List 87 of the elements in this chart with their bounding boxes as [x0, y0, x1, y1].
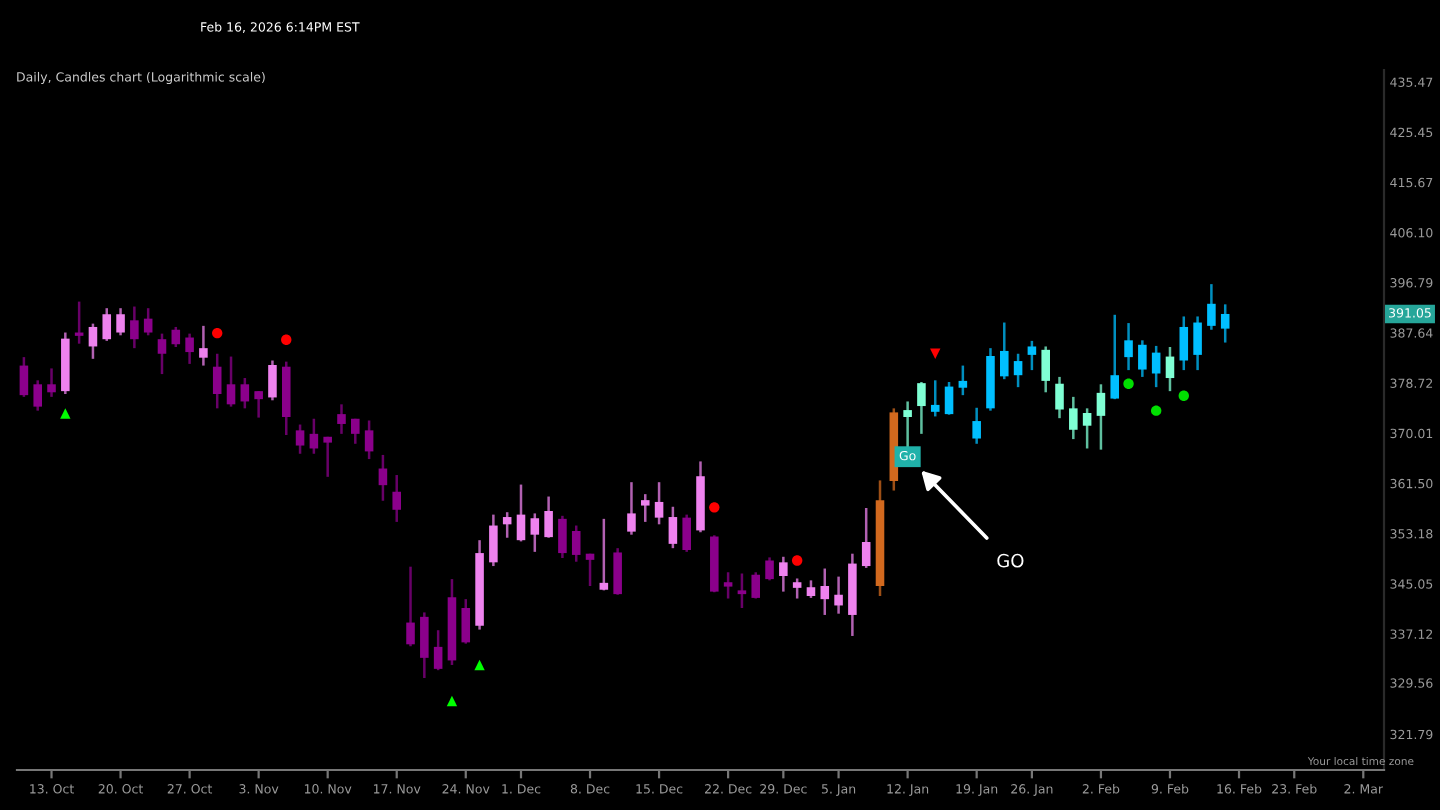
candlestick [351, 417, 360, 446]
candlestick [102, 306, 112, 343]
candlestick [116, 306, 125, 337]
candlestick [254, 389, 263, 419]
candlestick [268, 359, 277, 402]
candlestick [433, 628, 443, 672]
point [446, 695, 458, 707]
candlestick [47, 367, 56, 399]
candlestick [88, 322, 98, 361]
candlestick [157, 332, 167, 376]
candlestick [958, 364, 968, 397]
candlestick [723, 571, 733, 600]
candlestick [1165, 345, 1175, 393]
candlestick [1207, 282, 1216, 331]
candlestick [143, 306, 153, 337]
candlestick [364, 419, 374, 461]
candlestick [240, 376, 250, 410]
candlestick [226, 355, 236, 408]
candlestick [682, 513, 691, 554]
candlestick [765, 556, 774, 582]
point [212, 327, 223, 339]
candlestick [820, 567, 830, 617]
candlestick [420, 611, 429, 680]
candlestick [530, 512, 540, 554]
candlestick [1055, 375, 1064, 420]
candlestick [1220, 303, 1230, 344]
candlestick [1193, 315, 1202, 372]
candlestick [792, 577, 802, 600]
candlestick [779, 555, 788, 593]
candlestick [392, 473, 401, 524]
candlestick [1000, 321, 1009, 381]
candlestick [1138, 339, 1147, 379]
candlestick [502, 510, 512, 539]
candlestick [930, 379, 940, 418]
annotation: GO [997, 553, 1024, 568]
candlestick [1110, 313, 1120, 401]
point [474, 659, 485, 671]
candlestick [1041, 345, 1050, 394]
point [791, 555, 803, 566]
candlestick [1124, 321, 1133, 372]
point [60, 408, 71, 419]
candlestick [654, 480, 664, 526]
candlestick [613, 546, 622, 596]
candlestick [406, 565, 415, 648]
candlestick [751, 571, 761, 600]
candlestick [861, 506, 871, 570]
candlestick [944, 380, 954, 416]
candlestick [1096, 383, 1106, 451]
candlestick [295, 423, 305, 456]
candlestick [130, 305, 139, 350]
candlestick [516, 483, 526, 543]
candlestick [212, 352, 222, 410]
candlestick [378, 453, 388, 502]
candlestick [585, 552, 595, 588]
candlestick [489, 513, 498, 568]
candlestick [599, 517, 609, 592]
candlestick [185, 332, 194, 366]
candlestick [737, 572, 747, 610]
candlestick [1027, 339, 1037, 372]
candlestick [171, 325, 181, 349]
candlestick [834, 575, 843, 615]
point [1150, 405, 1162, 416]
candlestick [1069, 395, 1078, 441]
candlestick [1179, 315, 1189, 372]
candlestick [544, 495, 553, 539]
candlestick [668, 505, 678, 550]
candlestick [558, 514, 567, 560]
candlestick [972, 406, 981, 446]
point [1123, 378, 1134, 389]
candlestick [627, 480, 636, 536]
candlestick [571, 524, 581, 563]
candlestick [19, 355, 29, 399]
point [1178, 390, 1189, 401]
candlestick [309, 417, 319, 456]
candlestick [1082, 407, 1092, 450]
candlestick [461, 597, 471, 645]
candlestick [917, 380, 926, 436]
candlestick [1013, 352, 1023, 389]
candlestick [33, 379, 42, 412]
candlestick [323, 435, 332, 479]
point [281, 334, 292, 345]
candlestick [903, 400, 912, 450]
candlestick [337, 403, 346, 436]
candlestick [1151, 344, 1161, 389]
point [709, 502, 720, 513]
candlestick [640, 492, 650, 524]
candlestick [199, 324, 208, 367]
